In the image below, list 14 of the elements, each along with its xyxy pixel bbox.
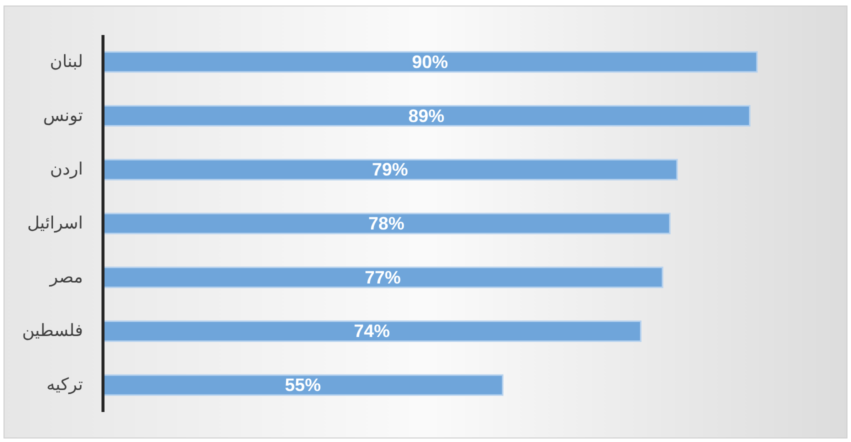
data-label: 74% <box>354 321 390 342</box>
y-tick-label: اردن <box>50 160 83 180</box>
data-label: 77% <box>364 267 401 288</box>
data-label: 89% <box>408 106 444 126</box>
data-label: 55% <box>284 375 321 396</box>
y-tick-label: تركيه <box>46 375 84 396</box>
y-tick-label: تونس <box>43 106 84 126</box>
y-tick-label: فلسطين <box>22 321 83 342</box>
data-label: 78% <box>368 214 404 234</box>
data-label: 90% <box>412 52 448 72</box>
y-tick-label: مصر <box>48 267 83 288</box>
data-label: 79% <box>372 160 408 180</box>
y-tick-label: لبنان <box>50 52 83 72</box>
y-tick-label: اسرائيل <box>27 214 83 234</box>
